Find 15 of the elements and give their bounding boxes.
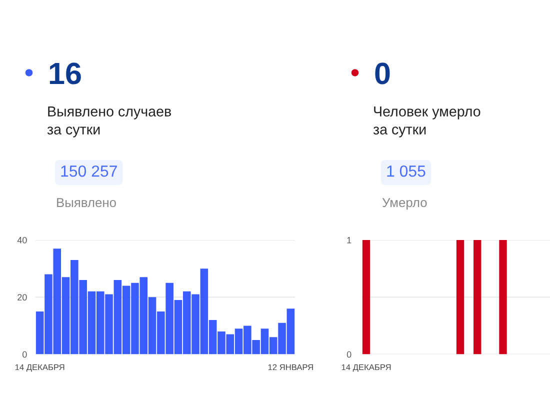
chart-title: 16 <box>50 62 81 84</box>
y-tick-label: 0 <box>22 351 27 358</box>
y-tick-label: 1 <box>347 237 352 244</box>
y-tick-label: 20 <box>18 294 27 301</box>
y-tick-label: 40 <box>17 236 27 244</box>
text: 1 055 <box>387 165 426 177</box>
x-tick-label: 14 ДЕКАБРЯ <box>342 364 391 372</box>
x-tick-label: 12 ЯНВАРЯ <box>268 364 313 370</box>
text: Выявлено <box>57 198 116 208</box>
text: Умерло <box>382 198 427 210</box>
text: 150 257 <box>61 165 117 177</box>
chart-title: 0 <box>375 62 390 84</box>
chart-subtitle: Человек умерло за сутки <box>373 106 480 138</box>
chart-subtitle: Выявлено случаев за сутки <box>47 106 171 138</box>
x-tick-label: 14 ДЕКАБРЯ <box>15 364 64 372</box>
